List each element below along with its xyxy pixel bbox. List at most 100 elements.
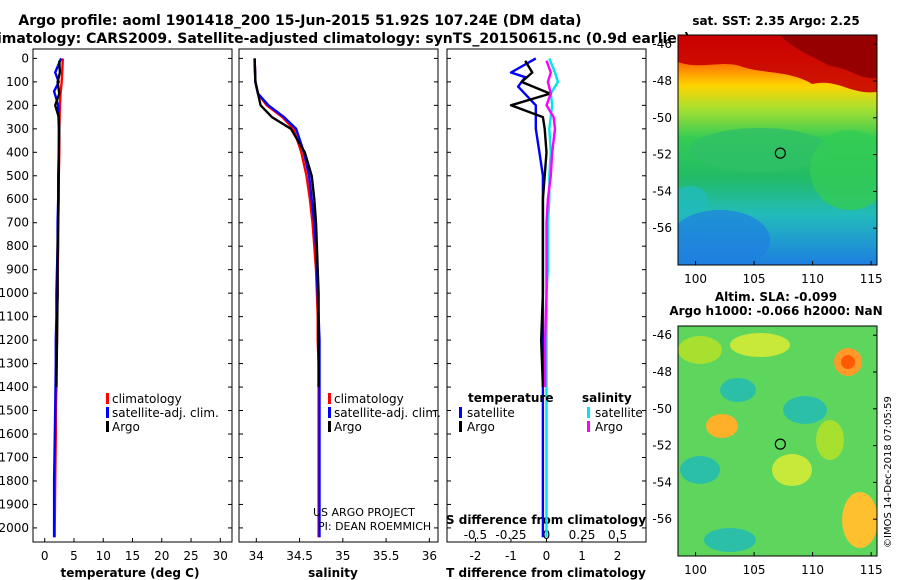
salinity-legend: climatology satellite-adj. clim. Argo — [328, 392, 441, 434]
depth-tick-label: 1600 — [0, 427, 29, 441]
legend-swatch-sal-satellite — [587, 407, 590, 418]
series-line-climatology — [253, 58, 320, 538]
lat-tick-label: -46 — [652, 328, 672, 342]
lon-tick-label: 115 — [860, 563, 883, 577]
depth-tick-label: 1200 — [0, 333, 29, 347]
depth-tick-label: 1500 — [0, 404, 29, 418]
x-tick-label: 35 — [335, 549, 350, 563]
sla-map-frame — [677, 325, 878, 557]
lat-tick-label: -46 — [652, 37, 672, 51]
legend-swatch-satellite — [328, 407, 331, 418]
x2-tick-label: 0.25 — [569, 528, 596, 542]
depth-tick-label: 1700 — [0, 450, 29, 464]
argo-location-marker — [774, 147, 786, 159]
legend-sal-argo: Argo — [595, 420, 623, 434]
depth-tick-label: 1300 — [0, 357, 29, 371]
x-tick-label: 0 — [543, 549, 551, 563]
series-line-temperature-argo — [509, 60, 552, 388]
legend-swatch-climatology — [328, 393, 331, 404]
figure-title-line1: Argo profile: aoml 1901418_200 15-Jun-20… — [18, 13, 581, 29]
series-line-salinity-satellite — [545, 57, 560, 538]
sst-map-frame — [677, 34, 878, 266]
difference-x-label: T difference from climatology — [446, 566, 646, 580]
legend-salinity-heading: salinity — [582, 391, 632, 405]
legend-swatch-climatology — [106, 393, 109, 404]
x-tick-label: 30 — [213, 549, 228, 563]
argo-location-marker — [774, 438, 786, 450]
legend-swatch-satellite — [106, 407, 109, 418]
sst-map-title: sat. SST: 2.35 Argo: 2.25 — [692, 14, 859, 28]
depth-tick-label: 2000 — [0, 521, 29, 535]
depth-tick-label: 1900 — [0, 497, 29, 511]
temperature-x-label: temperature (deg C) — [61, 566, 200, 580]
lat-tick-label: -56 — [652, 512, 672, 526]
depth-tick-label: 500 — [6, 169, 29, 183]
sla-map-title: Altim. SLA: -0.099 — [715, 290, 837, 304]
temperature-series — [52, 57, 64, 538]
sla-map-axes: -46 -48 -50 -52 -54 -56 100 105 110 115 — [652, 328, 882, 577]
legend-swatch-argo — [328, 421, 331, 432]
x-tick-label: 20 — [154, 549, 169, 563]
salinity-panel-frame — [238, 48, 439, 543]
x-tick-label: 36 — [422, 549, 437, 563]
lon-tick-label: 110 — [801, 272, 824, 286]
series-line-argo — [54, 60, 62, 388]
x2-tick-label: -0.5 — [464, 528, 487, 542]
difference-series — [509, 57, 560, 538]
legend-temp-satellite: satellite — [467, 406, 515, 420]
legend-temp-argo: Argo — [467, 420, 495, 434]
x-tick-label: 0 — [41, 549, 49, 563]
difference-x-axis: -2 -1 0 1 2 — [469, 538, 621, 563]
x2-tick-label: 0.5 — [608, 528, 627, 542]
depth-tick-label: 1100 — [0, 310, 29, 324]
sla-map-image — [678, 326, 877, 556]
depth-tick-label: 600 — [6, 192, 29, 206]
legend-climatology: climatology — [334, 392, 404, 406]
legend-satellite: satellite-adj. clim. — [334, 406, 441, 420]
series-line-argo — [253, 58, 320, 388]
lon-tick-label: 100 — [684, 272, 707, 286]
salinity-x-label: salinity — [308, 566, 358, 580]
series-line-salinity-argo — [543, 60, 557, 388]
x-tick-label: 34 — [249, 549, 264, 563]
depth-tick-label: 0 — [21, 51, 29, 65]
depth-tick-label: 1800 — [0, 474, 29, 488]
temperature-x-axis: 0 5 10 15 20 25 30 — [41, 538, 228, 563]
imos-timestamp: ©IMOS 14-Dec-2018 07:05:59 — [883, 396, 894, 548]
temperature-legend: climatology satellite-adj. clim. Argo — [106, 392, 219, 434]
depth-tick-label: 400 — [6, 145, 29, 159]
x-tick-label: 5 — [70, 549, 78, 563]
salinity-series — [253, 58, 321, 538]
sst-map-axes: -46 -48 -50 -52 -54 -56 100 105 110 115 — [652, 37, 882, 286]
x-tick-label: 2 — [614, 549, 622, 563]
salinity-difference-x-axis: -0.5 -0.25 0 0.25 0.5 — [464, 528, 627, 542]
legend-sal-satellite: satellite — [595, 406, 643, 420]
lat-tick-label: -50 — [652, 111, 672, 125]
legend-argo: Argo — [334, 420, 362, 434]
depth-tick-label: 800 — [6, 239, 29, 253]
depth-tick-label: 1400 — [0, 380, 29, 394]
x-tick-label: 1 — [578, 549, 586, 563]
x-tick-label: -2 — [469, 549, 481, 563]
legend-swatch-argo — [106, 421, 109, 432]
lat-tick-label: -56 — [652, 221, 672, 235]
x2-tick-label: -0.25 — [495, 528, 526, 542]
depth-tick-label: 100 — [6, 75, 29, 89]
legend-climatology: climatology — [112, 392, 182, 406]
series-line-temperature-satellite — [509, 57, 545, 538]
depth-tick-label: 200 — [6, 98, 29, 112]
credit-pi: PI: DEAN ROEMMICH — [318, 520, 431, 533]
x-tick-label: 15 — [125, 549, 140, 563]
temperature-panel-frame — [32, 48, 233, 543]
lon-tick-label: 100 — [684, 563, 707, 577]
lat-tick-label: -48 — [652, 74, 672, 88]
salinity-x-axis: 34 34.5 35 35.5 36 — [249, 538, 437, 563]
depth-tick-label: 900 — [6, 263, 29, 277]
x-tick-label: -1 — [505, 549, 517, 563]
sla-map-subtitle: Argo h1000: -0.066 h2000: NaN — [669, 304, 882, 318]
lon-tick-label: 105 — [743, 272, 766, 286]
sst-map-image — [678, 35, 877, 265]
figure-title-line2: Climatology: CARS2009. Satellite-adjuste… — [0, 31, 690, 47]
x-tick-label: 35.5 — [373, 549, 400, 563]
